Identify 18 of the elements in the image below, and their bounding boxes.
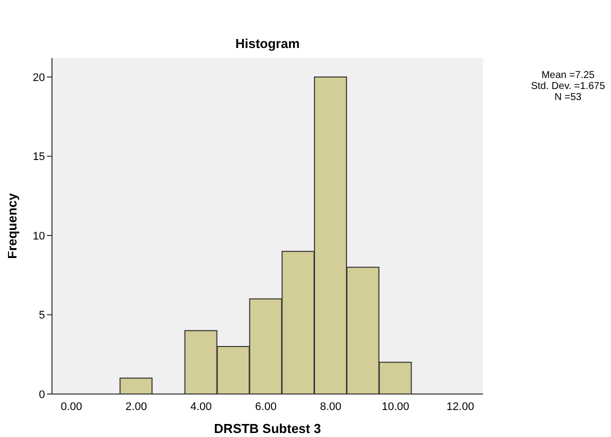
y-tick-label: 20: [32, 72, 45, 84]
y-tick-label: 0: [38, 388, 45, 401]
y-tick-label: 15: [32, 151, 45, 164]
x-tick-label: 2.00: [126, 400, 147, 413]
x-tick-label: 4.00: [190, 400, 212, 413]
x-axis-title: DRSTB Subtest 3: [214, 421, 321, 436]
y-tick-label: 5: [38, 310, 45, 322]
x-tick-label: 12.00: [446, 400, 474, 413]
x-tick-label: 6.00: [255, 400, 277, 413]
y-tick-label: 10: [32, 230, 45, 242]
x-tick-label: 10.00: [382, 400, 410, 413]
text: N =53: [554, 92, 582, 103]
x-tick-label: 0.00: [60, 400, 82, 413]
chart-title: Histogram: [234, 36, 301, 51]
y-axis-title: Frequency: [4, 192, 20, 259]
text: Std. Dev. =1.675: [530, 81, 606, 92]
x-tick-label: 8.00: [320, 400, 342, 413]
text: Mean =7.25: [540, 70, 596, 81]
